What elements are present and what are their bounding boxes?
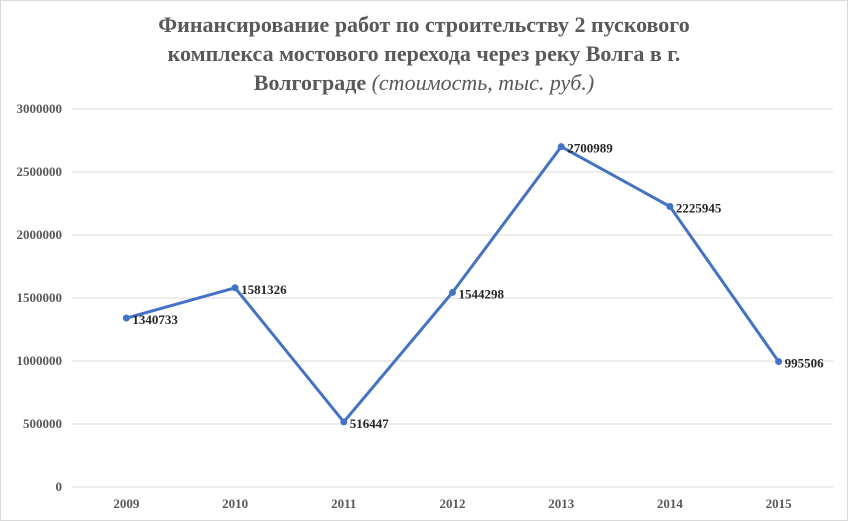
data-label: 1581326 xyxy=(241,282,287,297)
y-axis: 0 500000 1000000 1500000 2000000 2500000 30000… xyxy=(17,101,63,494)
gridlines xyxy=(72,108,833,488)
data-label: 995506 xyxy=(785,356,825,371)
series-group xyxy=(122,143,783,426)
data-point xyxy=(666,203,674,211)
x-tick-label: 2011 xyxy=(331,496,356,511)
x-axis: 2009 2010 2011 2012 2013 2014 2015 xyxy=(113,496,792,511)
data-label: 2700989 xyxy=(567,141,613,156)
data-point xyxy=(557,143,565,151)
chart-title-line-2: комплекса мостового перехода через реку … xyxy=(167,41,681,66)
x-tick-label: 2012 xyxy=(440,496,466,511)
data-label: 2225945 xyxy=(676,201,722,216)
data-label: 1340733 xyxy=(132,312,178,327)
x-tick-label: 2015 xyxy=(766,496,793,511)
data-point xyxy=(122,314,130,322)
y-tick-label: 3000000 xyxy=(17,101,63,116)
data-point xyxy=(775,358,783,366)
chart-title-line-1: Финансирование работ по строительству 2 … xyxy=(158,12,690,37)
x-tick-label: 2009 xyxy=(113,496,140,511)
data-label: 1544298 xyxy=(459,286,505,301)
data-labels: 1340733 1581326 516447 1544298 2700989 222594… xyxy=(132,141,824,431)
chart-title-suffix: (стоимость, тыс. руб.) xyxy=(371,70,595,95)
data-point xyxy=(449,288,456,296)
y-tick-label: 2500000 xyxy=(17,164,63,179)
chart-title-line-3: Волгограде (стоимость, тыс. руб.) xyxy=(0,68,848,97)
y-tick-label: 0 xyxy=(56,479,63,494)
y-tick-label: 1000000 xyxy=(17,353,63,368)
chart-title-line-3-text: Волгограде xyxy=(253,70,367,95)
data-point xyxy=(340,418,348,426)
data-point xyxy=(231,284,239,292)
y-tick-label: 1500000 xyxy=(17,290,63,305)
data-label: 516447 xyxy=(350,416,390,431)
x-tick-label: 2010 xyxy=(222,496,248,511)
chart-title: Финансирование работ по строительству 2 … xyxy=(0,10,848,97)
x-tick-label: 2014 xyxy=(657,496,684,511)
series-line xyxy=(124,145,781,424)
x-tick-label: 2013 xyxy=(548,496,575,511)
y-tick-label: 2000000 xyxy=(17,227,63,242)
y-tick-label: 500000 xyxy=(23,416,62,431)
